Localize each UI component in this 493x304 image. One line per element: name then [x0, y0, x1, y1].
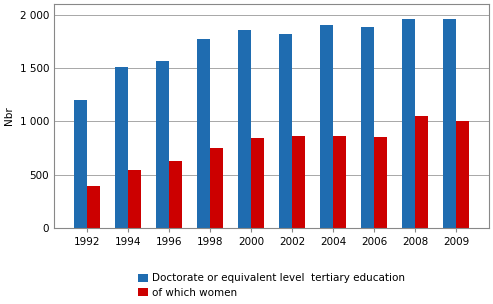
Bar: [402, 19, 415, 228]
Bar: [156, 61, 169, 228]
Bar: [169, 161, 182, 228]
Bar: [361, 27, 374, 228]
Bar: [374, 137, 387, 228]
Bar: [292, 136, 305, 228]
Bar: [415, 116, 428, 228]
Bar: [87, 186, 100, 228]
Bar: [238, 30, 251, 228]
Bar: [210, 148, 223, 228]
Bar: [333, 136, 346, 228]
Bar: [115, 67, 128, 228]
Legend: Doctorate or equivalent level  tertiary education, of which women: Doctorate or equivalent level tertiary e…: [138, 274, 405, 298]
Bar: [279, 34, 292, 228]
Bar: [74, 100, 87, 228]
Bar: [456, 121, 469, 228]
Bar: [320, 25, 333, 228]
Bar: [197, 39, 210, 228]
Y-axis label: Nbr: Nbr: [4, 107, 14, 126]
Bar: [128, 170, 141, 228]
Bar: [251, 138, 264, 228]
Bar: [443, 19, 456, 228]
